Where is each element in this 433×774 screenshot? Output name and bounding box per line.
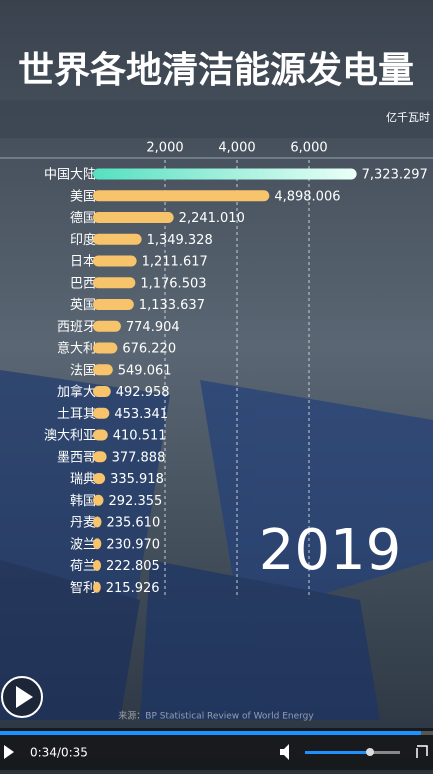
value-label: 1,211.617: [142, 255, 208, 270]
value-label: 453.341: [114, 407, 168, 422]
category-label: 英国: [70, 298, 96, 313]
volume-knob[interactable]: [366, 748, 374, 756]
time-label: 0:34/0:35: [30, 746, 88, 760]
category-label: 美国: [70, 189, 96, 204]
play-small[interactable]: [4, 745, 14, 759]
bar: [93, 342, 118, 354]
value-label: 410.511: [113, 429, 167, 444]
category-label: 德国: [70, 211, 96, 226]
value-label: 4,898.006: [274, 189, 340, 204]
bar: [93, 538, 102, 550]
bar: [93, 190, 270, 202]
value-label: 676.220: [122, 342, 176, 357]
value-label: 1,176.503: [140, 276, 206, 291]
bar: [93, 364, 113, 376]
value-label: 1,349.328: [147, 233, 213, 248]
value-label: 774.904: [126, 320, 180, 335]
bar: [93, 233, 142, 245]
value-label: 2,241.010: [179, 211, 245, 226]
category-label: 印度: [70, 232, 96, 248]
category-label: 瑞典: [70, 472, 96, 487]
category-label: 丹麦: [70, 516, 96, 531]
x-tick-label: 6,000: [290, 141, 327, 156]
category-label: 加拿大: [57, 384, 96, 400]
bar: [93, 277, 136, 289]
value-label: 377.888: [112, 450, 166, 465]
bar: [93, 212, 174, 223]
bar: [93, 320, 121, 332]
category-label: 西班牙: [57, 320, 96, 335]
year-label: 2019: [259, 518, 402, 583]
value-label: 492.958: [116, 385, 170, 400]
bar: [93, 299, 134, 310]
category-label: 土耳其: [57, 407, 96, 422]
category-label: 墨西哥: [57, 450, 96, 465]
progress-fill: [0, 731, 421, 735]
category-label: 巴西: [70, 276, 96, 291]
chart-title: 世界各地清洁能源发电量: [18, 50, 414, 91]
bar: [93, 560, 102, 571]
bar: [93, 516, 102, 528]
volume-icon[interactable]: [280, 744, 289, 760]
source-note: 来源：BP Statistical Review of World Energy: [118, 711, 314, 722]
value-label: 230.970: [106, 537, 160, 552]
category-label: 法国: [70, 363, 96, 378]
volume-fill: [305, 751, 370, 754]
bar: [93, 168, 357, 180]
value-label: 235.610: [106, 516, 160, 531]
value-label: 292.355: [109, 494, 163, 509]
category-label: 智利: [70, 581, 96, 596]
value-label: 7,323.297: [362, 168, 428, 183]
unit-label: 亿千瓦时: [386, 111, 430, 124]
value-label: 549.061: [118, 363, 172, 378]
header-band: [0, 100, 433, 138]
value-label: 1,133.637: [139, 298, 205, 313]
bar: [93, 451, 107, 463]
bar: [93, 386, 111, 397]
category-label: 韩国: [70, 494, 96, 509]
category-label: 日本: [70, 255, 96, 270]
bar: [93, 581, 101, 593]
bar: [93, 407, 110, 419]
value-label: 222.805: [106, 559, 160, 574]
bar: [93, 473, 106, 484]
bar: [93, 255, 137, 267]
value-label: 215.926: [106, 581, 160, 596]
category-label: 荷兰: [70, 559, 96, 574]
solar-panels: [0, 370, 433, 720]
value-label: 335.918: [110, 472, 164, 487]
fullscreen-icon[interactable]: [416, 745, 428, 758]
category-label: 意大利: [57, 341, 96, 357]
bar: [93, 494, 104, 506]
x-tick-label: 4,000: [218, 141, 255, 156]
category-label: 波兰: [70, 537, 96, 552]
category-label: 中国大陆: [44, 167, 96, 183]
bar: [93, 429, 108, 441]
category-label: 澳大利亚: [44, 428, 96, 444]
x-tick-label: 2,000: [146, 141, 183, 156]
play-icon: [16, 686, 33, 708]
